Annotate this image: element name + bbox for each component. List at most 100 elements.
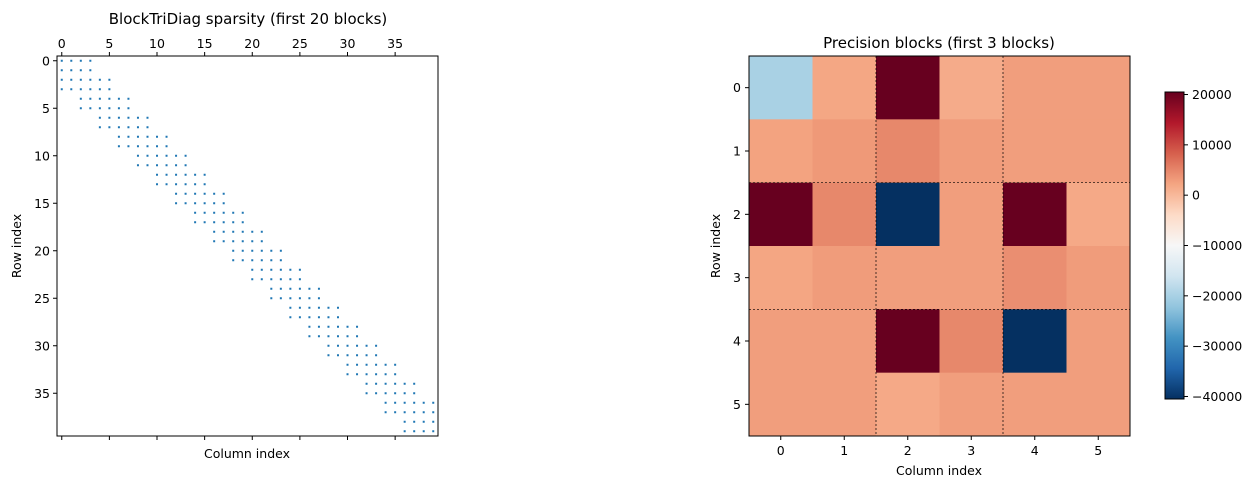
sparsity-marker [260, 230, 263, 233]
heatmap-y-axis-label: Row index [708, 214, 723, 278]
sparsity-marker [289, 306, 292, 309]
sparsity-chart-title: BlockTriDiag sparsity (first 20 blocks) [109, 10, 388, 28]
sparsity-marker [175, 183, 178, 186]
sparsity-marker [222, 192, 225, 195]
sparsity-marker [336, 335, 339, 338]
x-tick-label: 10 [149, 36, 165, 51]
heatmap-axis-ticks: 0 1 2 3 4 5 0 1 2 3 4 5 [733, 80, 1102, 458]
sparsity-marker [127, 107, 130, 110]
sparsity-marker [375, 392, 378, 395]
sparsity-marker [384, 373, 387, 376]
sparsity-marker [117, 135, 120, 138]
sparsity-marker [384, 363, 387, 366]
sparsity-marker [336, 354, 339, 357]
sparsity-marker [165, 173, 168, 176]
sparsity-marker [308, 287, 311, 290]
sparsity-marker [79, 78, 82, 81]
heatmap-x-tick-label: 1 [840, 443, 848, 458]
sparsity-marker [184, 154, 187, 157]
sparsity-marker [117, 145, 120, 148]
sparsity-marker [156, 164, 159, 167]
sparsity-marker [165, 183, 168, 186]
y-tick-label: 10 [34, 148, 50, 163]
sparsity-marker [89, 69, 92, 72]
sparsity-marker [251, 268, 254, 271]
heatmap-y-tick-label: 3 [733, 270, 741, 285]
sparsity-marker [375, 373, 378, 376]
heatmap-cells [749, 56, 1131, 437]
sparsity-marker [298, 278, 301, 281]
sparsity-marker [289, 316, 292, 319]
sparsity-marker [356, 354, 359, 357]
sparsity-chart: BlockTriDiag sparsity (first 20 blocks) … [9, 10, 439, 461]
sparsity-marker [384, 401, 387, 404]
sparsity-marker [403, 411, 406, 414]
sparsity-marker [432, 411, 435, 414]
sparsity-marker [260, 240, 263, 243]
heatmap-cell [812, 246, 877, 310]
sparsity-x-axis-label: Column index [204, 446, 290, 461]
heatmap-cell [939, 119, 1004, 184]
x-tick-label: 20 [244, 36, 260, 51]
colorbar-ticks: 20000 10000 0 −10000 −20000 −30000 −40000 [1184, 87, 1242, 404]
heatmap-cell [876, 56, 940, 120]
heatmap-cell [876, 372, 940, 437]
sparsity-marker [222, 202, 225, 205]
sparsity-marker [165, 135, 168, 138]
sparsity-marker [213, 202, 216, 205]
colorbar-tick-label: −40000 [1192, 389, 1242, 404]
sparsity-marker [108, 116, 111, 119]
heatmap-y-tick-label: 2 [733, 207, 741, 222]
heatmap-cell [939, 372, 1004, 437]
sparsity-marker [241, 249, 244, 252]
sparsity-marker [89, 97, 92, 100]
heatmap-x-axis-label: Column index [896, 463, 982, 478]
sparsity-marker [156, 173, 159, 176]
sparsity-marker [79, 59, 82, 62]
sparsity-marker [136, 116, 139, 119]
sparsity-marker [194, 183, 197, 186]
sparsity-marker [308, 325, 311, 328]
sparsity-marker [232, 240, 235, 243]
sparsity-marker [384, 392, 387, 395]
sparsity-marker [336, 306, 339, 309]
sparsity-marker [146, 116, 149, 119]
heatmap-cell [1003, 309, 1067, 374]
sparsity-marker [375, 363, 378, 366]
colorbar-tick-label: −10000 [1192, 238, 1242, 253]
heatmap-cell [939, 309, 1004, 374]
sparsity-marker [375, 382, 378, 385]
sparsity-marker [79, 107, 82, 110]
colorbar-tick-label: 20000 [1192, 87, 1232, 102]
sparsity-marker [108, 78, 111, 81]
sparsity-marker [184, 173, 187, 176]
sparsity-plot-frame [56, 55, 439, 437]
sparsity-marker [194, 173, 197, 176]
sparsity-marker [394, 382, 397, 385]
sparsity-marker [365, 382, 368, 385]
sparsity-marker [98, 88, 101, 91]
sparsity-marker [98, 97, 101, 100]
heatmap-cell [812, 309, 877, 374]
sparsity-marker [346, 373, 349, 376]
heatmap-y-tick-label: 1 [733, 144, 741, 159]
sparsity-marker [289, 287, 292, 290]
sparsity-marker [241, 240, 244, 243]
sparsity-marker [346, 354, 349, 357]
y-tick-label: 5 [42, 101, 50, 116]
sparsity-marker [156, 183, 159, 186]
sparsity-marker [213, 211, 216, 214]
colorbar: 20000 10000 0 −10000 −20000 −30000 −40000 [1164, 87, 1242, 404]
sparsity-marker [165, 164, 168, 167]
sparsity-marker [260, 268, 263, 271]
sparsity-marker [127, 126, 130, 129]
heatmap-cell [749, 182, 813, 247]
sparsity-marker [432, 430, 435, 433]
sparsity-marker [317, 335, 320, 338]
sparsity-marker [222, 211, 225, 214]
sparsity-marker [194, 221, 197, 224]
heatmap-cell [876, 246, 940, 310]
heatmap-y-tick-label: 5 [733, 397, 741, 412]
sparsity-marker [356, 373, 359, 376]
sparsity-marker [241, 230, 244, 233]
